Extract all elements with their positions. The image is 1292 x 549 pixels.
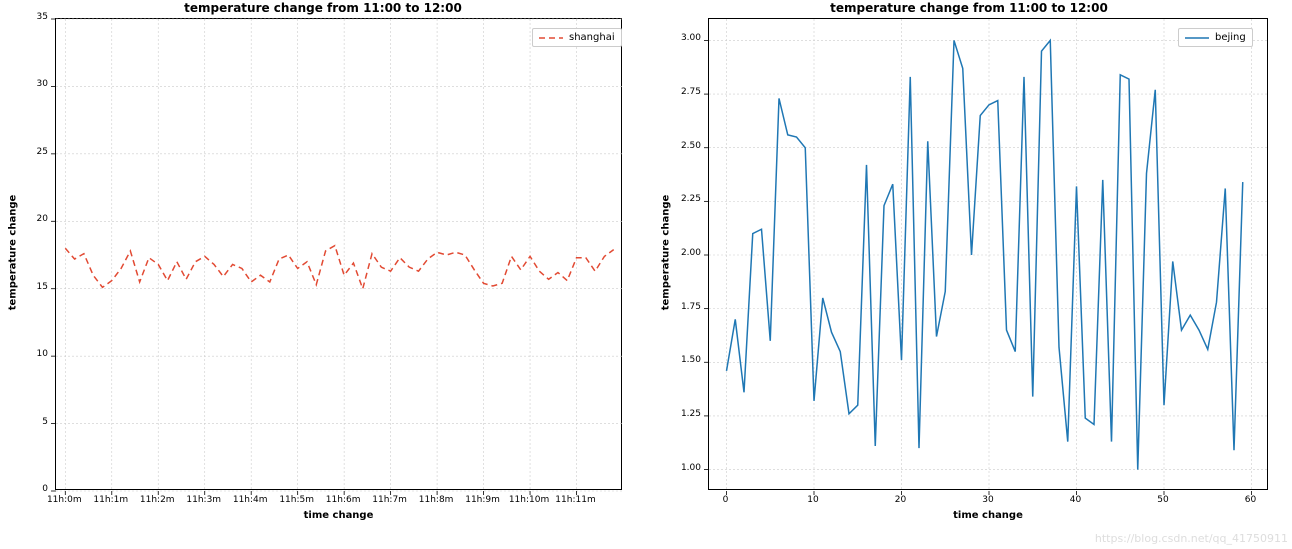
x-tick-label: 11h:7m <box>365 495 415 505</box>
x-tick-label: 11h:9m <box>458 495 508 505</box>
x-tick-label: 50 <box>1148 495 1178 505</box>
watermark: https://blog.csdn.net/qq_41750911 <box>1095 532 1288 545</box>
x-tick-label: 11h:10m <box>504 495 554 505</box>
x-tick-label: 11h:6m <box>318 495 368 505</box>
y-axis-label: temperature change <box>8 17 19 489</box>
x-tick-label: 20 <box>886 495 916 505</box>
x-tick-label: 11h:3m <box>179 495 229 505</box>
x-tick-label: 30 <box>973 495 1003 505</box>
x-tick-label: 10 <box>798 495 828 505</box>
chart-title: temperature change from 11:00 to 12:00 <box>0 1 646 15</box>
legend-label: bejing <box>1215 32 1246 43</box>
x-axis-label: time change <box>55 510 622 521</box>
plot-area <box>55 18 622 490</box>
chart-title: temperature change from 11:00 to 12:00 <box>646 1 1292 15</box>
chart-panel-left: temperature change from 11:00 to 12:0005… <box>0 0 646 549</box>
chart-panel-right: temperature change from 11:00 to 12:001.… <box>646 0 1292 549</box>
plot-area <box>708 18 1268 490</box>
x-tick-label: 11h:11m <box>551 495 601 505</box>
legend-label: shanghai <box>569 32 615 43</box>
x-axis-label: time change <box>708 510 1268 521</box>
x-tick-label: 11h:5m <box>272 495 322 505</box>
x-tick-label: 11h:1m <box>86 495 136 505</box>
y-axis-label: temperature change <box>661 17 672 489</box>
legend: shanghai <box>532 28 622 47</box>
x-tick-label: 11h:8m <box>411 495 461 505</box>
x-tick-label: 11h:0m <box>39 495 89 505</box>
x-tick-label: 60 <box>1236 495 1266 505</box>
x-tick-label: 40 <box>1061 495 1091 505</box>
legend: bejing <box>1178 28 1253 47</box>
x-tick-label: 11h:2m <box>132 495 182 505</box>
x-tick-label: 0 <box>711 495 741 505</box>
x-tick-label: 11h:4m <box>225 495 275 505</box>
